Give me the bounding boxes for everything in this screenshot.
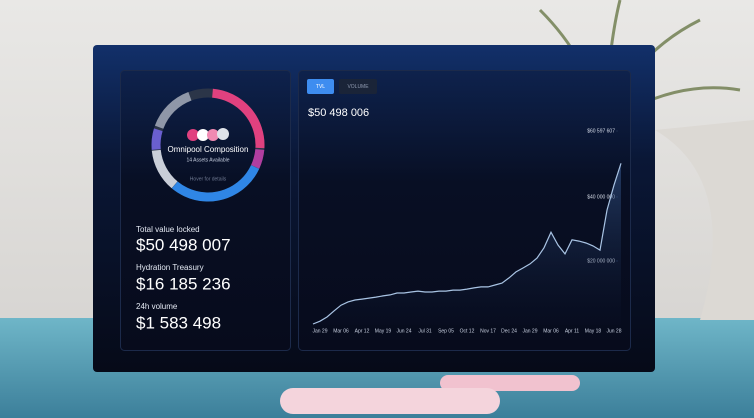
stat-label: Hydration Treasury bbox=[136, 263, 204, 272]
x-tick-label: Jun 28 bbox=[606, 328, 621, 334]
stat-value: $50 498 007 bbox=[136, 235, 231, 254]
y-tick-label: $40 000 000 bbox=[587, 194, 615, 200]
donut-segment[interactable] bbox=[151, 88, 265, 202]
x-tick-label: Jan 29 bbox=[522, 328, 537, 334]
stat-label: Total value locked bbox=[136, 225, 200, 234]
x-tick-label: Jan 29 bbox=[312, 328, 327, 334]
donut-segment[interactable] bbox=[141, 78, 274, 211]
x-tick-label: Apr 12 bbox=[355, 328, 370, 334]
donut-segment[interactable] bbox=[139, 76, 277, 214]
background-float bbox=[280, 388, 500, 414]
tab-active[interactable] bbox=[307, 79, 334, 94]
composition-subtitle: 14 Assets Available bbox=[187, 157, 230, 163]
composition-hint: Hover for details bbox=[190, 176, 227, 182]
x-tick-label: Jun 24 bbox=[396, 328, 411, 334]
x-tick-label: Dec 24 bbox=[501, 328, 517, 334]
background-float bbox=[440, 375, 580, 391]
donut-segment[interactable] bbox=[135, 72, 282, 219]
x-tick-label: Apr 11 bbox=[565, 328, 580, 334]
asset-icons bbox=[187, 128, 229, 141]
composition-title: Omnipool Composition bbox=[168, 145, 249, 154]
x-tick-label: Nov 17 bbox=[480, 328, 496, 334]
donut-segment[interactable] bbox=[151, 88, 265, 202]
x-tick-label: May 19 bbox=[375, 328, 392, 334]
line-area bbox=[313, 163, 621, 325]
composition-donut[interactable] bbox=[135, 72, 282, 219]
x-tick-label: Mar 06 bbox=[543, 328, 559, 334]
composition-card bbox=[120, 70, 291, 351]
x-tick-label: May 18 bbox=[585, 328, 602, 334]
stat-label: 24h volume bbox=[136, 302, 178, 311]
x-tick-label: Mar 06 bbox=[333, 328, 349, 334]
stat-value: $16 185 236 bbox=[136, 274, 231, 293]
tab-label[interactable]: VOLUME bbox=[347, 84, 369, 90]
tab-label[interactable]: TVL bbox=[316, 84, 325, 90]
y-tick-label: $60 597 607 bbox=[587, 128, 615, 134]
background-stairs bbox=[655, 120, 754, 320]
line bbox=[312, 163, 622, 325]
donut-segment[interactable] bbox=[151, 88, 265, 202]
chart-value: $50 498 006 bbox=[308, 107, 369, 119]
x-tick-label: Sep 05 bbox=[438, 328, 454, 334]
tab[interactable] bbox=[339, 79, 377, 94]
x-tick-label: Jul 31 bbox=[418, 328, 432, 334]
x-tick-label: Oct 12 bbox=[460, 328, 475, 334]
stat-value: $1 583 498 bbox=[136, 313, 221, 332]
